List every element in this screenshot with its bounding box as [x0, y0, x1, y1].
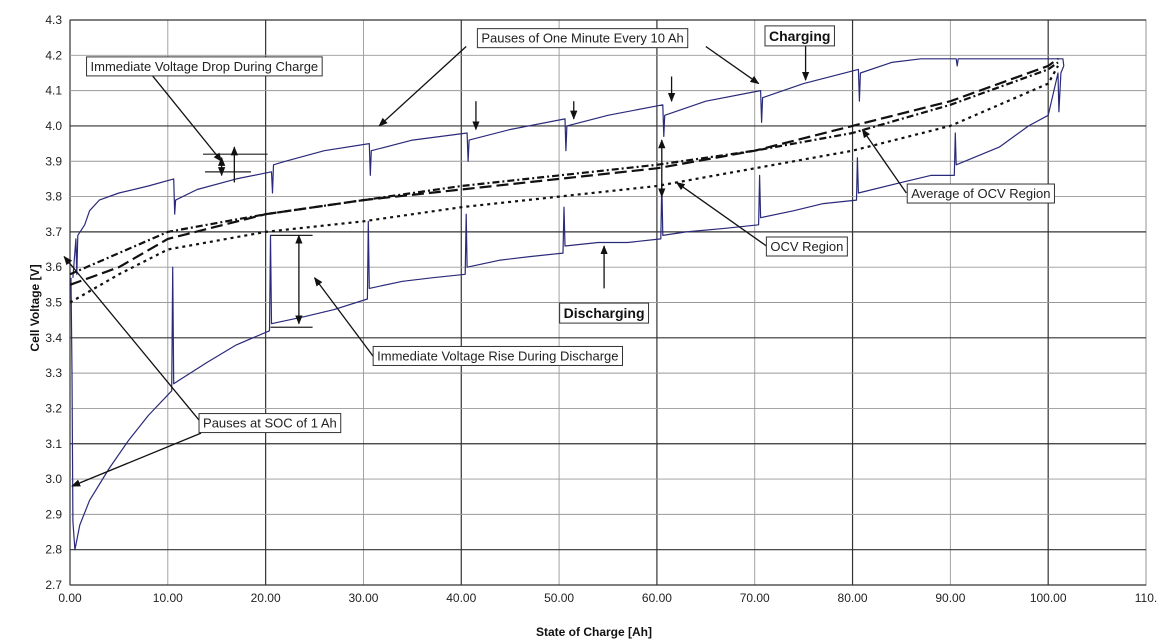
x-tick-label: 0.00	[58, 591, 82, 605]
x-tick-label: 90.00	[935, 591, 965, 605]
annotation-label: Immediate Voltage Rise During Discharge	[372, 345, 623, 366]
series-line	[69, 65, 1059, 304]
series-line	[70, 65, 1065, 551]
annotation-text: Immediate Voltage Drop During Charge	[91, 59, 319, 74]
annotation-box	[765, 236, 848, 257]
annotation-box	[906, 183, 1055, 204]
series-line	[69, 61, 1059, 276]
annotation-arrow	[861, 128, 907, 194]
annotation-box	[559, 302, 650, 324]
annotation-label: Pauses at SOC of 1 Ah	[198, 413, 342, 434]
annotation-text: Discharging	[564, 305, 645, 321]
y-tick-label: 3.6	[45, 260, 62, 274]
annotation-label: Discharging	[559, 302, 650, 324]
x-tick-label: 20.00	[251, 591, 281, 605]
y-tick-label: 3.8	[45, 190, 62, 204]
x-tick-label: 70.00	[740, 591, 770, 605]
y-tick-label: 4.2	[45, 48, 62, 62]
annotations: Pauses of One Minute Every 10 Ah Charging…	[63, 25, 1055, 487]
annotation-label: Average of OCV Region	[906, 183, 1055, 204]
x-axis-title: State of Charge [Ah]	[536, 625, 652, 639]
annotation-label: Pauses of One Minute Every 10 Ah	[476, 28, 689, 49]
y-tick-label: 3.0	[45, 472, 62, 486]
y-tick-label: 3.3	[45, 366, 62, 380]
y-tick-label: 3.1	[45, 437, 62, 451]
annotation-label: OCV Region	[765, 236, 848, 257]
annotation-label: Immediate Voltage Drop During Charge	[86, 56, 323, 77]
y-tick-label: 3.5	[45, 296, 62, 310]
annotation-arrow	[314, 277, 376, 360]
x-tick-label: 10.00	[153, 591, 183, 605]
series-line	[69, 57, 1059, 286]
annotation-arrow	[149, 72, 223, 162]
annotation-label: Charging	[764, 25, 835, 47]
x-tick-label: 60.00	[642, 591, 672, 605]
annotation-text: Average of OCV Region	[911, 186, 1050, 201]
series	[69, 57, 1065, 551]
y-tick-label: 4.1	[45, 84, 62, 98]
annotation-box	[372, 345, 623, 366]
annotation-box	[476, 28, 689, 49]
annotation-text: Pauses at SOC of 1 Ah	[203, 416, 337, 431]
annotation-arrow	[675, 181, 767, 247]
y-tick-label: 4.0	[45, 119, 62, 133]
x-tick-label: 30.00	[348, 591, 378, 605]
annotation-text: Charging	[769, 28, 830, 44]
annotation-arrow	[71, 432, 202, 487]
y-tick-label: 2.9	[45, 507, 62, 521]
y-tick-label: 2.7	[45, 578, 62, 592]
y-tick-label: 2.8	[45, 543, 62, 557]
annotation-box	[86, 56, 323, 77]
annotation-text: Pauses of One Minute Every 10 Ah	[481, 31, 683, 46]
annotation-box	[198, 413, 342, 434]
y-tick-label: 3.4	[45, 331, 62, 345]
annotation-box	[764, 25, 835, 47]
series-line	[72, 58, 1065, 278]
annotation-arrow	[378, 46, 467, 127]
x-tick-label: 110.	[1135, 591, 1157, 605]
x-tick-label: 80.00	[838, 591, 868, 605]
x-tick-label: 100.00	[1030, 591, 1067, 605]
y-tick-label: 3.7	[45, 225, 62, 239]
y-tick-label: 3.2	[45, 401, 62, 415]
annotation-arrow	[705, 45, 760, 85]
x-tick-label: 50.00	[544, 591, 574, 605]
annotation-text: Immediate Voltage Rise During Discharge	[377, 348, 618, 363]
x-tick-label: 40.00	[446, 591, 476, 605]
grid	[69, 19, 1147, 586]
y-tick-label: 3.9	[45, 154, 62, 168]
annotation-arrow	[63, 255, 202, 423]
tick-labels: 0.00 10.00 20.00 30.00 40.00 50.00 60.00 70.00 8…	[45, 13, 1157, 605]
y-tick-label: 4.3	[45, 13, 62, 27]
y-axis-title: Cell Voltage [V]	[28, 264, 42, 351]
annotation-text: OCV Region	[770, 239, 843, 254]
